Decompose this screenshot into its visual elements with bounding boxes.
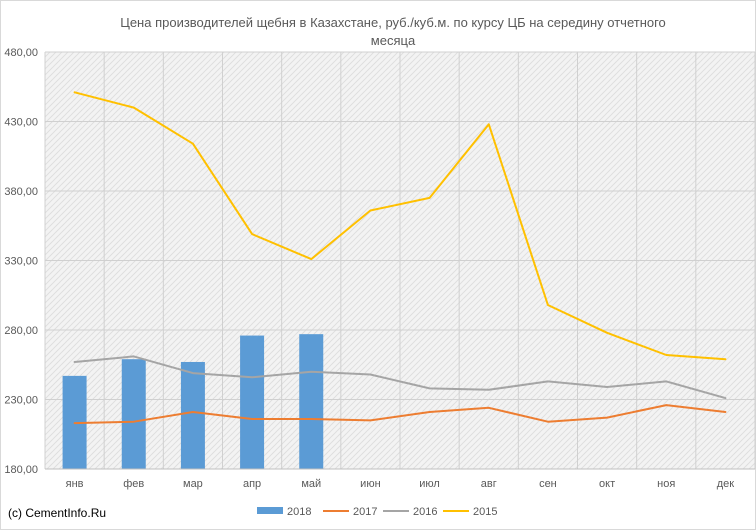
x-tick-label: авг: [481, 478, 497, 490]
legend-label-2016: 2016: [413, 506, 437, 518]
series-line-2015: [73, 91, 727, 361]
plot-area: 180,00 230,00 280,00 330,00 380,00 430,00 480,…: [4, 47, 756, 518]
x-tick-label: апр: [243, 478, 261, 490]
x-tick-label: июл: [419, 478, 440, 490]
x-tick-label: мар: [183, 478, 203, 490]
chart-title-line-1: Цена производителей щебня в Казахстане, …: [120, 15, 666, 30]
series-line-2016: [73, 355, 727, 400]
chart-title-line-2: месяца: [371, 33, 416, 48]
y-tick-label: 230,00: [4, 395, 38, 407]
y-tick-label: 430,00: [4, 117, 38, 129]
x-tick-label: июн: [360, 478, 380, 490]
y-tick-label: 180,00: [4, 464, 38, 476]
bar-2018-апр: [240, 335, 265, 469]
legend-label-2017: 2017: [353, 506, 377, 518]
legend-swatch-2018: [257, 507, 283, 514]
y-tick-label: 330,00: [4, 256, 38, 268]
x-tick-label: окт: [599, 478, 615, 490]
x-tick-label: фев: [123, 478, 144, 490]
x-tick-label: сен: [539, 478, 557, 490]
series-line-2017: [73, 404, 727, 425]
x-tick-label: янв: [66, 478, 84, 490]
bar-2018-мар: [180, 361, 205, 469]
x-tick-label: май: [301, 478, 321, 490]
y-tick-label: 280,00: [4, 325, 38, 337]
x-tick-label: дек: [717, 478, 735, 490]
y-tick-label: 380,00: [4, 186, 38, 198]
legend-label-2018: 2018: [287, 506, 311, 518]
copyright-notice: (c) CementInfo.Ru: [8, 506, 106, 520]
bar-2018-фев: [121, 359, 146, 469]
legend-label-2015: 2015: [473, 506, 497, 518]
bar-2018-май: [299, 334, 324, 469]
x-tick-label: ноя: [657, 478, 675, 490]
y-tick-label: 480,00: [4, 47, 38, 59]
